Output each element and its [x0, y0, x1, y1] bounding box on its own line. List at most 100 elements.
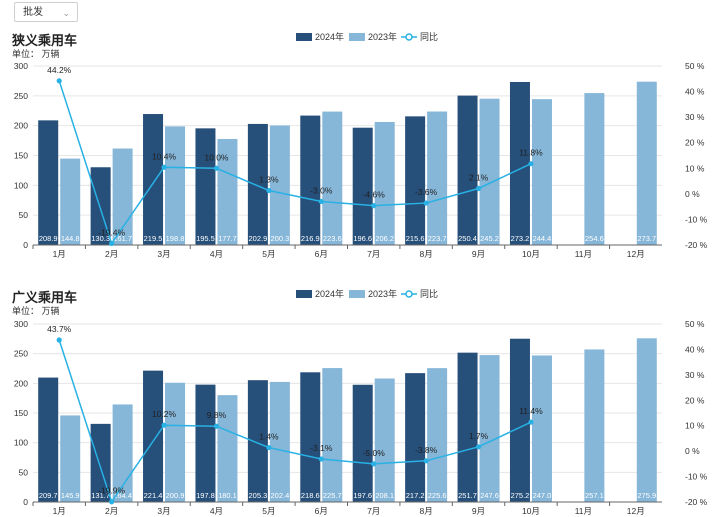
bar-2023[interactable]	[636, 81, 657, 245]
y2-tick-label: 50 %	[685, 61, 705, 71]
bar-2023-label: 200.3	[270, 234, 289, 243]
bar-2023[interactable]	[584, 93, 605, 245]
yoy-point[interactable]	[371, 203, 377, 209]
yoy-label: 9.8%	[207, 410, 227, 420]
yoy-label: -5.0%	[363, 448, 386, 458]
bar-2023-label: 223.7	[428, 234, 447, 243]
bar-2023-label: 164.4	[113, 491, 132, 500]
bar-2023[interactable]	[636, 338, 657, 502]
bar-2024[interactable]	[247, 380, 268, 502]
legend-2024-swatch	[296, 33, 312, 41]
legend[interactable]: 2024年 2023年 同比	[296, 31, 438, 42]
y-tick-label: 0	[23, 497, 28, 507]
yoy-point[interactable]	[213, 165, 220, 171]
bar-2024-label: 217.2	[406, 491, 425, 500]
y-axis-right: -20 % -10 % 0 % 10 % 20 % 30 % 40 % 50 %	[685, 319, 708, 507]
yoy-point[interactable]	[475, 444, 482, 450]
bar-2024[interactable]	[247, 123, 268, 245]
bar-2023-label: 198.8	[166, 234, 185, 243]
yoy-point[interactable]	[475, 185, 482, 192]
yoy-point[interactable]	[318, 456, 324, 462]
legend-2024[interactable]: 2024年	[296, 288, 344, 299]
yoy-point[interactable]	[423, 458, 429, 464]
bar-2023[interactable]	[269, 381, 290, 502]
yoy-label: 11.4%	[519, 406, 543, 416]
yoy-point[interactable]	[56, 78, 62, 84]
bar-2024-label: 215.6	[406, 234, 425, 243]
bar-2024-label: 273.2	[511, 234, 530, 243]
bar-2023[interactable]	[531, 99, 552, 245]
bar-2024-label: 218.6	[301, 491, 320, 500]
y2-tick-label: -10 %	[685, 214, 708, 224]
legend-2023-swatch	[349, 33, 365, 41]
bar-2024-label: 219.5	[144, 234, 163, 243]
bar-2023-label: 247.6	[480, 491, 499, 500]
bar-2023[interactable]	[584, 349, 605, 502]
bar-2023[interactable]	[479, 98, 500, 246]
yoy-point[interactable]	[371, 461, 377, 467]
legend-yoy[interactable]: 同比	[401, 288, 438, 299]
bar-2023[interactable]	[217, 138, 238, 245]
legend[interactable]: 2024年 2023年 同比	[296, 288, 438, 299]
bar-2023[interactable]	[60, 158, 81, 245]
bar-2024[interactable]	[143, 114, 164, 245]
bar-2024[interactable]	[405, 116, 426, 245]
yoy-label: -3.6%	[415, 187, 438, 197]
yoy-point[interactable]	[528, 419, 534, 425]
yoy-point[interactable]	[318, 198, 324, 205]
bar-2024[interactable]	[352, 127, 373, 245]
bar-2023-label: 225.7	[323, 491, 342, 500]
bar-2023[interactable]	[60, 415, 81, 502]
bar-2023[interactable]	[479, 355, 500, 502]
yoy-point[interactable]	[109, 499, 115, 505]
bar-2024[interactable]	[509, 338, 530, 502]
y2-tick-label: 30 %	[685, 370, 705, 380]
legend-yoy-swatch-dot	[405, 33, 413, 41]
bar-2024[interactable]	[405, 373, 426, 502]
bar-2023[interactable]	[531, 355, 552, 502]
y-tick-label: 100	[14, 180, 28, 190]
legend-2024[interactable]: 2024年	[296, 31, 344, 42]
bar-2024[interactable]	[457, 95, 478, 245]
bar-2024[interactable]	[509, 81, 530, 245]
bar-2024[interactable]	[143, 370, 164, 502]
bar-2023[interactable]	[374, 378, 395, 502]
legend-2023[interactable]: 2023年	[349, 288, 397, 299]
x-tick-label: 5月	[262, 249, 275, 259]
bar-2024[interactable]	[195, 384, 216, 502]
bar-2024[interactable]	[38, 120, 59, 245]
legend-yoy[interactable]: 同比	[401, 31, 438, 42]
yoy-point[interactable]	[266, 444, 272, 451]
yoy-point[interactable]	[528, 161, 534, 167]
bar-2024[interactable]	[195, 128, 216, 245]
bar-2024[interactable]	[300, 115, 321, 245]
bar-2023[interactable]	[322, 111, 343, 246]
bar-2023[interactable]	[217, 395, 238, 502]
bar-2023[interactable]	[427, 111, 448, 245]
y-tick-label: 150	[14, 408, 28, 418]
bar-2024[interactable]	[38, 377, 59, 502]
bar-2024[interactable]	[352, 384, 373, 502]
bar-2023[interactable]	[165, 126, 186, 245]
bar-2024[interactable]	[457, 352, 478, 502]
bar-2023[interactable]	[269, 125, 290, 245]
yoy-point[interactable]	[213, 423, 220, 429]
yoy-point[interactable]	[266, 187, 272, 194]
bar-2023[interactable]	[427, 368, 448, 502]
chart2-unit: 单位： 万辆	[12, 306, 60, 316]
yoy-label: 2.1%	[469, 172, 489, 182]
bar-2023[interactable]	[322, 368, 343, 502]
bar-2023[interactable]	[165, 382, 186, 502]
bar-2024[interactable]	[300, 372, 321, 502]
yoy-point[interactable]	[161, 164, 167, 170]
yoy-point[interactable]	[161, 422, 167, 428]
y-tick-label: 50	[19, 467, 29, 477]
legend-2023[interactable]: 2023年	[349, 31, 397, 42]
yoy-point[interactable]	[56, 337, 62, 343]
yoy-point[interactable]	[109, 240, 115, 247]
yoy-point[interactable]	[423, 200, 429, 206]
bar-2023[interactable]	[374, 121, 395, 245]
bar-2023-label: 200.9	[166, 491, 185, 500]
bar-2023-label: 202.4	[270, 491, 289, 500]
filter-dropdown[interactable]: 批发 ⌄	[14, 2, 78, 22]
